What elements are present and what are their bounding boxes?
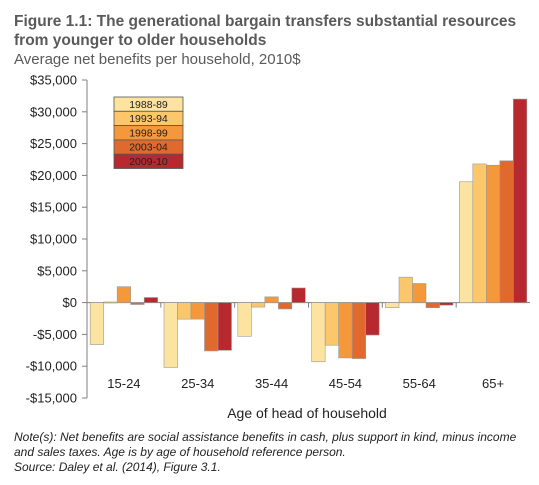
bar-1988-89-15-24 (89, 302, 104, 345)
x-tick-label: 45-54 (329, 376, 362, 391)
y-tick-label: -$5,000 (33, 327, 77, 342)
legend-label-2003-04: 2003-04 (129, 142, 168, 154)
bar-1998-99-65+ (486, 164, 501, 303)
legend-label-1998-99: 1998-99 (129, 127, 168, 139)
x-tick-label: 65+ (482, 376, 504, 391)
y-tick-label: $10,000 (30, 232, 77, 247)
legend-label-1988-89: 1988-89 (129, 99, 168, 111)
bar-2003-04-45-54 (351, 302, 366, 359)
bar-2003-04-65+ (499, 160, 514, 303)
y-tick-label: -$10,000 (26, 359, 77, 374)
bar-1988-89-45-54 (311, 302, 326, 363)
y-tick-label: $25,000 (30, 136, 77, 151)
bar-2003-04-15-24 (130, 302, 145, 305)
bar-2003-04-25-34 (204, 302, 219, 352)
x-tick-label: 55-64 (403, 376, 436, 391)
bar-1998-99-55-64 (412, 283, 427, 303)
bar-2009-10-15-24 (143, 297, 158, 303)
bar-1998-99-35-44 (264, 296, 279, 303)
y-tick-label: $15,000 (30, 200, 77, 215)
chart-title: Figure 1.1: The generational bargain tra… (14, 13, 517, 49)
bar-1993-94-25-34 (177, 302, 192, 320)
bar-1993-94-35-44 (251, 302, 266, 308)
bar-1988-89-65+ (459, 181, 474, 303)
y-tick-label: $35,000 (30, 73, 77, 88)
bar-2009-10-45-54 (365, 302, 380, 336)
legend-swatch-2009-10 (113, 153, 184, 169)
bar-1993-94-15-24 (103, 301, 118, 304)
bar-2009-10-55-64 (439, 302, 454, 306)
bar-2003-04-55-64 (425, 302, 440, 308)
legend-label-2009-10: 2009-10 (129, 156, 168, 168)
chart-subtitle: Average net benefits per household, 2010… (14, 51, 301, 68)
bar-2009-10-25-34 (217, 302, 232, 351)
bar-1998-99-45-54 (338, 302, 353, 359)
bar-chart: $35,000 $30,000 $25,000 $20,000 $15,000 $10,0… (26, 73, 530, 421)
bar-2003-04-35-44 (278, 302, 293, 310)
x-tick-label: 35-44 (255, 376, 288, 391)
bar-2009-10-65+ (513, 98, 528, 303)
note-text: Note(s): Net benefits are social assista… (14, 430, 517, 459)
bar-1993-94-65+ (472, 163, 487, 303)
chart-notes: Note(s): Net benefits are social assista… (14, 430, 534, 475)
x-tick-label: 15-24 (107, 376, 140, 391)
y-tick-label: $30,000 (30, 104, 77, 119)
bar-1998-99-25-34 (190, 302, 205, 320)
bar-1993-94-45-54 (324, 302, 339, 346)
x-tick-label: 25-34 (181, 376, 214, 391)
y-tick-label: -$15,000 (26, 391, 77, 406)
bar-1988-89-35-44 (237, 302, 252, 337)
y-tick-label: $20,000 (30, 168, 77, 183)
bar-1993-94-55-64 (398, 276, 413, 303)
source-text: Source: Daley et al. (2014), Figure 3.1. (14, 460, 221, 474)
bar-1998-99-15-24 (116, 286, 131, 303)
y-tick-label: $0 (63, 295, 77, 310)
x-axis-title: Age of head of household (227, 405, 387, 421)
y-tick-label: $5,000 (37, 263, 77, 278)
bar-2009-10-35-44 (291, 287, 306, 303)
bar-1988-89-55-64 (385, 302, 400, 308)
legend-label-1993-94: 1993-94 (129, 113, 168, 125)
bar-1988-89-25-34 (163, 302, 178, 368)
